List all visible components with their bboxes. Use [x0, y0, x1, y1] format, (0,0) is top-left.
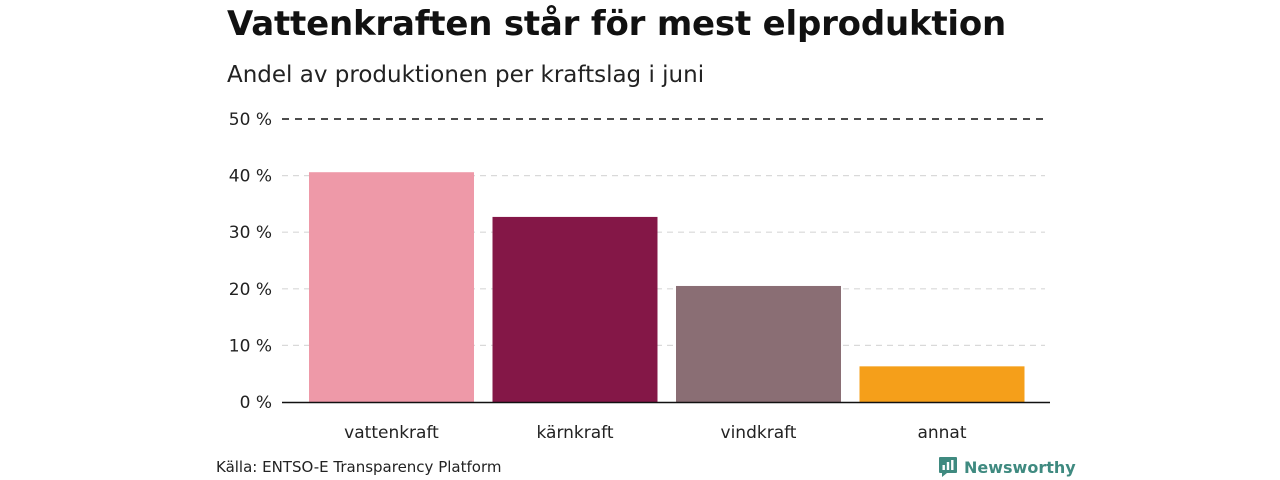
chart-title: Vattenkraften står för mest elproduktion	[227, 4, 1007, 44]
y-tick-label: 10 %	[229, 336, 272, 356]
y-tick-label: 20 %	[229, 280, 272, 300]
bar-kärnkraft	[492, 216, 658, 402]
y-tick-label: 30 %	[229, 223, 272, 243]
brand-name: Newsworthy	[964, 457, 1076, 477]
bar-vindkraft	[676, 285, 841, 402]
bar-annat	[859, 366, 1025, 402]
x-tick-label: vattenkraft	[344, 423, 439, 443]
newsworthy-logo-icon	[939, 457, 957, 477]
x-tick-label: vindkraft	[721, 423, 797, 443]
brand-logo: Newsworthy	[938, 456, 1076, 478]
x-tick-label: kärnkraft	[536, 423, 613, 443]
x-tick-label: annat	[917, 423, 966, 443]
bar-vattenkraft	[309, 172, 474, 402]
y-tick-label: 50 %	[229, 110, 272, 130]
y-tick-label: 40 %	[229, 167, 272, 187]
y-tick-label: 0 %	[240, 393, 272, 413]
source-note: Källa: ENTSO-E Transparency Platform	[216, 458, 502, 476]
chart-subtitle: Andel av produktionen per kraftslag i ju…	[227, 62, 705, 88]
